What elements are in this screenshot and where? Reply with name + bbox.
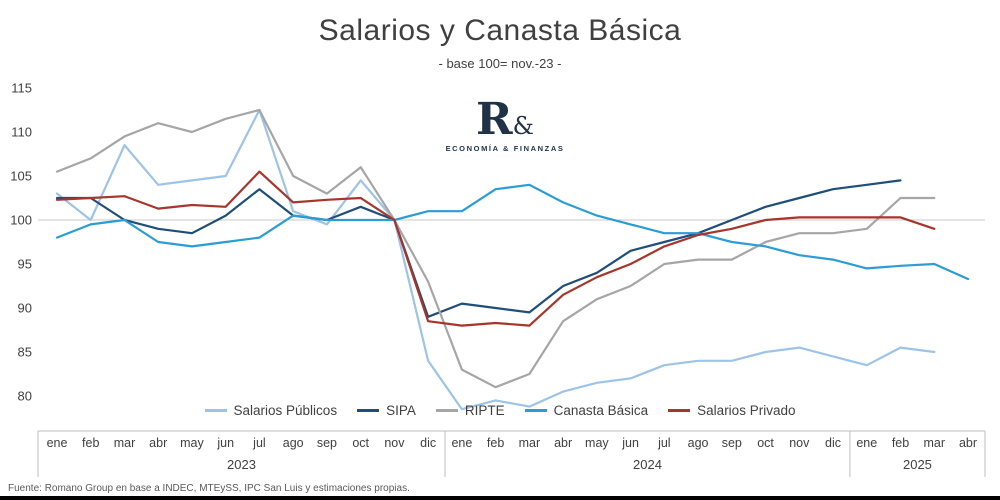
- legend-line-swatch: [668, 408, 691, 412]
- x-axis-month-label: dic: [420, 436, 436, 450]
- series-line-ripte: [55, 108, 936, 389]
- legend-line-swatch: [435, 408, 458, 412]
- y-axis-tick-label: 95: [18, 257, 32, 272]
- chart-subtitle: - base 100= nov.-23 -: [438, 56, 562, 71]
- series-line-sipa: [55, 179, 902, 318]
- legend-item-salarios-privado: Salarios Privado: [668, 403, 795, 418]
- legend-item-canasta-basica: Canasta Básica: [524, 402, 649, 418]
- x-axis-month-label: sep: [722, 436, 742, 450]
- brand-logo-mark: R&: [435, 98, 575, 142]
- legend-label: SIPA: [386, 402, 416, 418]
- brand-logo-tagline: ECONOMÍA & FINANZAS: [445, 144, 565, 153]
- brand-logo-letter: R: [476, 94, 513, 145]
- legend-item-ripte: RIPTE: [435, 402, 505, 418]
- x-axis-month-label: ago: [283, 436, 304, 450]
- x-axis-month-label: dic: [825, 436, 841, 450]
- x-axis-month-label: mar: [923, 436, 945, 450]
- x-axis-month-label: mar: [519, 436, 541, 450]
- x-axis-month-label: nov: [384, 436, 405, 450]
- x-axis-month-label: abr: [149, 436, 167, 450]
- x-axis-year-label: 2025: [903, 457, 932, 472]
- x-axis-month-label: feb: [892, 436, 909, 450]
- x-axis-year-label: 2024: [633, 457, 662, 472]
- x-axis-month-label: jul: [657, 436, 671, 450]
- x-axis-month-label: oct: [352, 436, 369, 450]
- x-axis-month-label: abr: [959, 436, 977, 450]
- legend-label: Salarios Públicos: [233, 402, 338, 418]
- x-axis-month-label: ago: [688, 436, 709, 450]
- y-axis-tick-label: 85: [18, 345, 32, 360]
- x-axis-month-label: feb: [487, 436, 504, 450]
- x-axis-month-label: jun: [216, 436, 234, 450]
- legend-label: Canasta Básica: [553, 402, 649, 418]
- legend-line-swatch: [204, 408, 227, 412]
- x-axis-month-label: may: [585, 436, 609, 450]
- legend-label: Salarios Privado: [697, 402, 796, 418]
- brand-logo: R& ECONOMÍA & FINANZAS: [435, 98, 575, 154]
- brand-logo-ampersand: &: [512, 112, 534, 140]
- series-line-salarios-publicos: [55, 108, 936, 411]
- legend-label: RIPTE: [464, 402, 505, 418]
- x-axis-month-label: ene: [856, 436, 877, 450]
- x-axis-month-label: abr: [554, 436, 572, 450]
- bottom-border-bar: [0, 496, 1000, 500]
- series-line-canasta-basica: [55, 183, 970, 281]
- x-axis-month-label: jul: [252, 436, 266, 450]
- y-axis-tick-label: 80: [18, 389, 32, 404]
- legend-item-salarios-publicos: Salarios Públicos: [204, 402, 338, 418]
- legend-line-swatch: [524, 408, 547, 412]
- x-axis-month-label: nov: [789, 436, 810, 450]
- x-axis-month-label: oct: [757, 436, 774, 450]
- y-axis-tick-label: 90: [18, 301, 32, 316]
- x-axis-month-label: ene: [451, 436, 472, 450]
- x-axis-month-label: sep: [317, 436, 337, 450]
- source-note: Fuente: Romano Group en base a INDEC, MT…: [8, 483, 410, 494]
- y-axis-tick-label: 105: [10, 169, 32, 184]
- x-axis-month-label: may: [180, 436, 204, 450]
- x-axis-year-label: 2023: [227, 457, 256, 472]
- y-axis-tick-label: 100: [10, 213, 32, 228]
- y-axis-tick-label: 115: [11, 81, 32, 96]
- chart-legend: Salarios Públicos SIPA RIPTE Canasta Básica…: [40, 399, 960, 421]
- y-axis-tick-label: 110: [11, 125, 32, 140]
- x-axis-month-label: jun: [621, 436, 639, 450]
- chart-title: Salarios y Canasta Básica: [318, 14, 682, 47]
- series-line-salarios-privado: [55, 170, 936, 327]
- legend-line-swatch: [357, 408, 380, 412]
- x-axis-month-label: ene: [47, 436, 68, 450]
- x-axis-month-label: feb: [82, 436, 99, 450]
- legend-item-sipa: SIPA: [357, 403, 416, 418]
- x-axis-month-label: mar: [114, 436, 136, 450]
